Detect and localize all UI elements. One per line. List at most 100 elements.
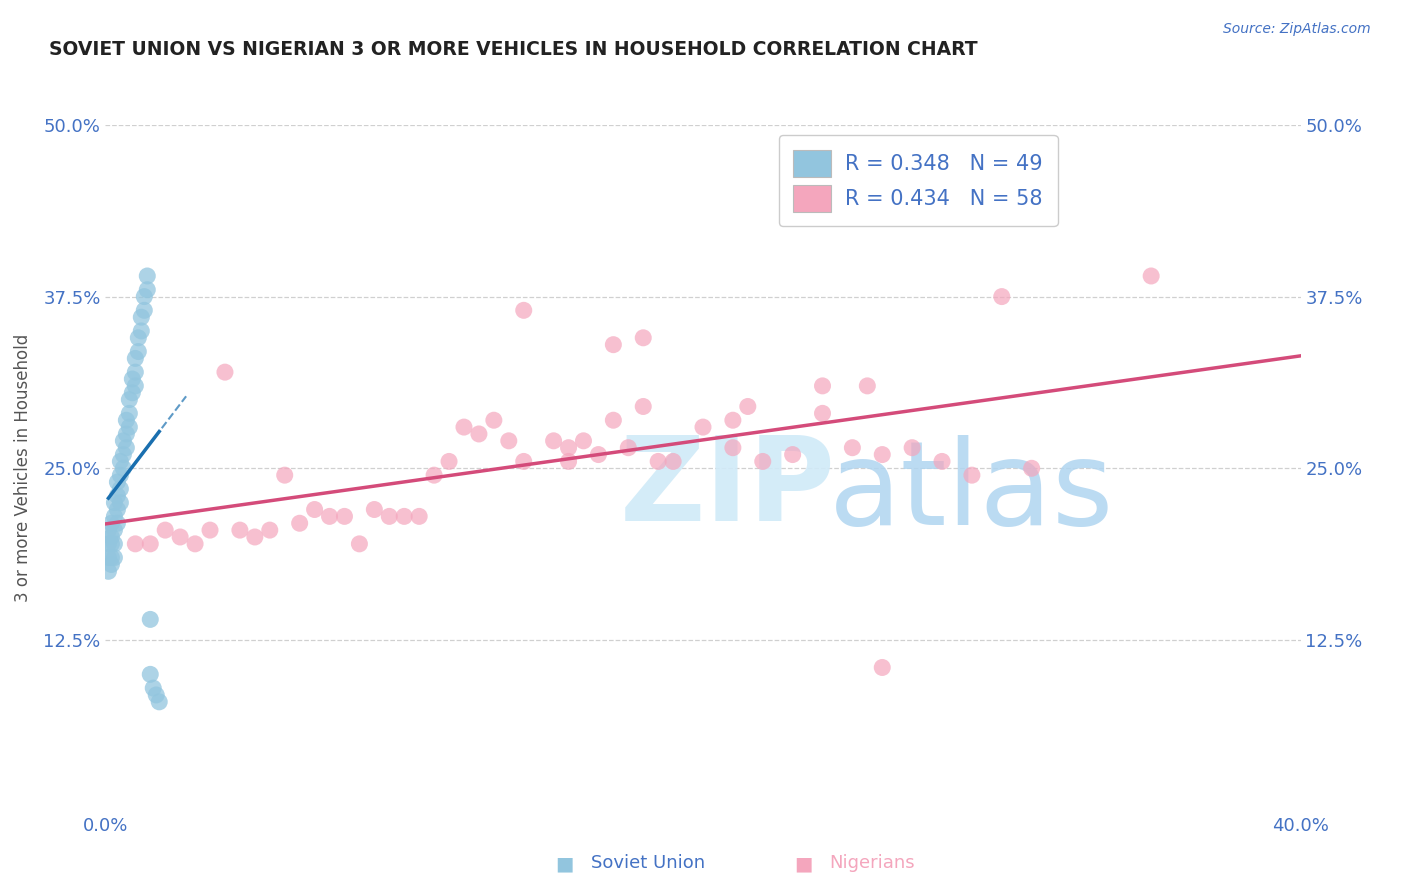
Point (139, 612, 162, 626)
Point (131, 310, 153, 325)
Text: Source: ZipAtlas.com: Source: ZipAtlas.com (1223, 22, 1371, 37)
Point (617, 441, 640, 455)
Point (107, 489, 129, 503)
Point (107, 502, 129, 516)
Point (134, 303, 156, 318)
Point (602, 337, 624, 351)
Point (468, 426, 491, 441)
Point (112, 434, 135, 448)
Point (169, 530, 191, 544)
Point (100, 516, 122, 531)
Point (118, 392, 141, 407)
Point (110, 468, 132, 483)
Point (737, 400, 759, 414)
Point (118, 420, 141, 434)
Point (394, 509, 416, 524)
Point (139, 537, 162, 551)
Point (124, 379, 146, 393)
Point (872, 660, 894, 674)
Point (103, 537, 125, 551)
Point (856, 379, 879, 393)
Point (498, 434, 520, 448)
Point (721, 441, 744, 455)
Point (363, 502, 385, 516)
Point (811, 406, 834, 420)
Point (633, 400, 655, 414)
Point (647, 454, 669, 468)
Point (184, 537, 207, 551)
Point (142, 681, 165, 695)
Point (127, 344, 149, 359)
Point (1021, 461, 1043, 475)
Point (103, 495, 125, 509)
Text: Nigerians: Nigerians (830, 855, 915, 872)
Point (557, 454, 579, 468)
Point (437, 454, 460, 468)
Point (513, 303, 536, 318)
Text: Soviet Union: Soviet Union (591, 855, 704, 872)
Point (662, 454, 685, 468)
Point (960, 468, 983, 483)
Point (127, 331, 149, 345)
Point (990, 289, 1012, 303)
Point (423, 468, 446, 483)
Point (901, 441, 924, 455)
Point (110, 454, 132, 468)
Point (148, 695, 170, 709)
Point (378, 509, 401, 524)
Point (97, 565, 120, 579)
Point (97, 523, 120, 537)
Point (100, 558, 122, 572)
Point (274, 468, 297, 483)
Point (782, 448, 804, 462)
Point (124, 537, 146, 551)
Point (107, 475, 129, 489)
Point (408, 509, 430, 524)
Point (155, 523, 177, 537)
Point (229, 523, 252, 537)
Legend: R = 0.348   N = 49, R = 0.434   N = 58: R = 0.348 N = 49, R = 0.434 N = 58 (779, 136, 1057, 227)
Point (333, 509, 356, 524)
Point (1140, 268, 1163, 283)
Point (103, 509, 125, 524)
Point (121, 372, 143, 386)
Point (198, 523, 221, 537)
Text: ■: ■ (794, 854, 813, 873)
Point (131, 324, 153, 338)
Point (482, 413, 505, 427)
Point (145, 688, 167, 702)
Point (588, 448, 610, 462)
Point (872, 448, 894, 462)
Text: atlas: atlas (828, 434, 1114, 549)
Point (453, 420, 475, 434)
Point (692, 420, 714, 434)
Point (100, 530, 122, 544)
Text: ■: ■ (555, 854, 574, 873)
Point (110, 482, 132, 496)
Point (349, 537, 371, 551)
Point (214, 365, 236, 379)
Text: ZIP: ZIP (619, 432, 835, 547)
Point (318, 509, 340, 524)
Point (124, 351, 146, 366)
Point (304, 502, 326, 516)
Point (100, 550, 122, 565)
Point (139, 667, 162, 681)
Point (97, 537, 120, 551)
Point (110, 495, 132, 509)
Point (100, 537, 122, 551)
Point (721, 413, 744, 427)
Y-axis label: 3 or more Vehicles in Household: 3 or more Vehicles in Household (14, 334, 32, 602)
Point (931, 454, 953, 468)
Point (557, 441, 579, 455)
Point (136, 268, 159, 283)
Point (751, 454, 773, 468)
Point (97, 550, 120, 565)
Point (115, 441, 138, 455)
Point (103, 550, 125, 565)
Point (259, 523, 281, 537)
Point (633, 331, 655, 345)
Point (136, 283, 159, 297)
Point (288, 516, 311, 531)
Point (572, 434, 595, 448)
